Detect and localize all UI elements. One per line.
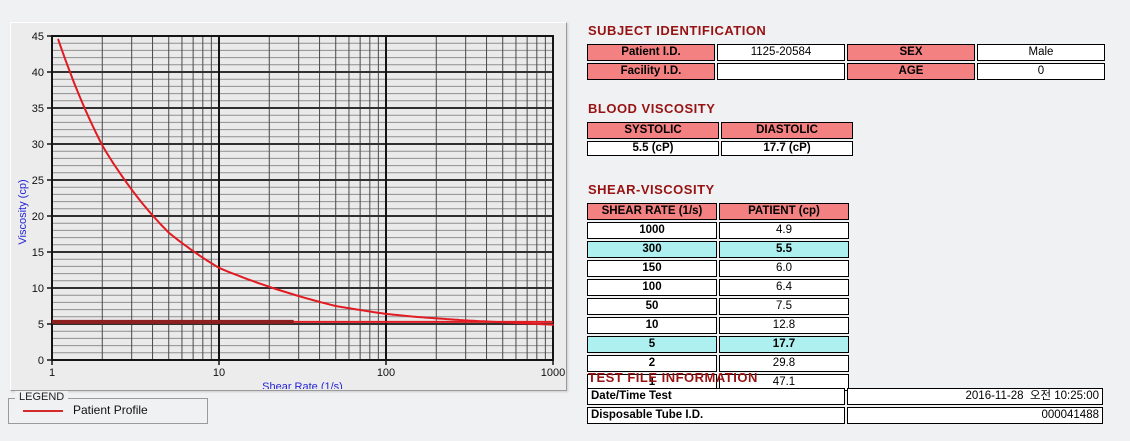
table-row: 5.5 (cP) 17.7 (cP): [587, 141, 853, 156]
table-row: Patient I.D. 1125-20584 SEX Male: [587, 44, 1105, 61]
legend-series-label: Patient Profile: [73, 403, 148, 417]
blood-viscosity-header: SYSTOLIC: [587, 122, 719, 139]
y-tick-label: 0: [38, 355, 44, 367]
x-tick-label: 1: [49, 367, 55, 379]
shear-viscosity-table: SHEAR RATE (1/s) PATIENT (cp) 1000 4.9 300 5.…: [585, 201, 851, 393]
subject-identification-title: SUBJECT IDENTIFICATION: [588, 23, 767, 38]
table-row: 1000 4.9: [587, 222, 849, 239]
test-file-information-title: TEST FILE INFORMATION: [588, 370, 758, 385]
shear-rate-cell: 10: [587, 317, 717, 334]
test-file-label: Disposable Tube I.D.: [587, 407, 845, 424]
patient-viscosity-cell: 17.7: [719, 336, 849, 353]
legend-title: LEGEND: [15, 391, 69, 404]
y-tick-label: 35: [32, 103, 44, 115]
shear-viscosity-header: PATIENT (cp): [719, 203, 849, 220]
shear-rate-cell: 2: [587, 355, 717, 372]
subject-label: SEX: [847, 44, 975, 61]
plot-area: [52, 36, 553, 360]
test-file-label: Date/Time Test: [587, 388, 845, 405]
table-row: 150 6.0: [587, 260, 849, 277]
subject-value: Male: [977, 44, 1105, 61]
patient-profile-line-swatch: [23, 410, 63, 412]
table-row: SYSTOLIC DIASTOLIC: [587, 122, 853, 139]
table-row: 5 17.7: [587, 336, 849, 353]
y-tick-label: 25: [32, 175, 44, 187]
subject-label: Facility I.D.: [587, 63, 715, 80]
y-tick-label: 5: [38, 319, 44, 331]
test-file-value: 000041488: [847, 407, 1103, 424]
shear-viscosity-chart-panel: 0 5 10 15 20 25 30 35 40 45 1 10 100 1000 Shear Rate (…: [10, 22, 567, 391]
patient-viscosity-cell: 5.5: [719, 241, 849, 258]
blood-viscosity-title: BLOOD VISCOSITY: [588, 101, 716, 116]
y-tick-label: 10: [32, 283, 44, 295]
patient-viscosity-cell: 7.5: [719, 298, 849, 315]
table-row: Disposable Tube I.D. 000041488: [587, 407, 1103, 424]
y-tick-label: 30: [32, 139, 44, 151]
subject-identification-table: Patient I.D. 1125-20584 SEX Male Facility I.…: [585, 42, 1107, 82]
legend-box: LEGEND Patient Profile: [8, 391, 208, 424]
shear-rate-cell: 5: [587, 336, 717, 353]
y-tick-label: 15: [32, 247, 44, 259]
subject-value: [717, 63, 845, 80]
patient-viscosity-cell: 4.9: [719, 222, 849, 239]
test-file-information-table: Date/Time Test 2016-11-28 오전 10:25:00 Disp…: [585, 386, 1105, 426]
shear-viscosity-header: SHEAR RATE (1/s): [587, 203, 717, 220]
subject-identification-body: Patient I.D. 1125-20584 SEX Male Facility I.…: [587, 44, 1105, 80]
y-tick-label: 40: [32, 67, 44, 79]
table-row: Facility I.D. AGE 0: [587, 63, 1105, 80]
patient-viscosity-cell: 12.8: [719, 317, 849, 334]
blood-viscosity-value: 17.7 (cP): [721, 141, 853, 156]
blood-viscosity-table: SYSTOLIC DIASTOLIC 5.5 (cP) 17.7 (cP): [585, 120, 855, 158]
shear-rate-cell: 300: [587, 241, 717, 258]
test-file-information-body: Date/Time Test 2016-11-28 오전 10:25:00 Disp…: [587, 388, 1103, 424]
x-tick-label: 1000: [541, 367, 565, 379]
table-row: Date/Time Test 2016-11-28 오전 10:25:00: [587, 388, 1103, 405]
shear-rate-cell: 150: [587, 260, 717, 277]
shear-viscosity-body: SHEAR RATE (1/s) PATIENT (cp) 1000 4.9 300 5.…: [587, 203, 849, 391]
subject-label: AGE: [847, 63, 975, 80]
y-tick-label: 45: [32, 31, 44, 43]
table-row: 300 5.5: [587, 241, 849, 258]
shear-viscosity-title: SHEAR-VISCOSITY: [588, 182, 715, 197]
x-tick-label: 10: [213, 367, 225, 379]
blood-viscosity-header: DIASTOLIC: [721, 122, 853, 139]
shear-rate-cell: 50: [587, 298, 717, 315]
patient-viscosity-cell: 29.8: [719, 355, 849, 372]
shear-rate-cell: 100: [587, 279, 717, 296]
shear-viscosity-chart: 0 5 10 15 20 25 30 35 40 45 1 10 100 1000 Shear Rate (…: [17, 31, 565, 389]
table-row: 100 6.4: [587, 279, 849, 296]
shear-rate-cell: 1000: [587, 222, 717, 239]
blood-viscosity-body: SYSTOLIC DIASTOLIC 5.5 (cP) 17.7 (cP): [587, 122, 853, 156]
subject-value: 1125-20584: [717, 44, 845, 61]
x-axis-title: Shear Rate (1/s): [262, 381, 343, 389]
table-row: SHEAR RATE (1/s) PATIENT (cp): [587, 203, 849, 220]
x-tick-label: 100: [377, 367, 395, 379]
y-axis-title: Viscosity (cp): [17, 179, 29, 244]
subject-label: Patient I.D.: [587, 44, 715, 61]
y-tick-label: 20: [32, 211, 44, 223]
table-row: 2 29.8: [587, 355, 849, 372]
table-row: 10 12.8: [587, 317, 849, 334]
subject-value: 0: [977, 63, 1105, 80]
table-row: 50 7.5: [587, 298, 849, 315]
test-file-value: 2016-11-28 오전 10:25:00: [847, 388, 1103, 405]
patient-profile-curve: [57, 38, 554, 326]
patient-viscosity-cell: 6.4: [719, 279, 849, 296]
patient-viscosity-cell: 6.0: [719, 260, 849, 277]
blood-viscosity-value: 5.5 (cP): [587, 141, 719, 156]
plot-frame: [51, 35, 554, 361]
